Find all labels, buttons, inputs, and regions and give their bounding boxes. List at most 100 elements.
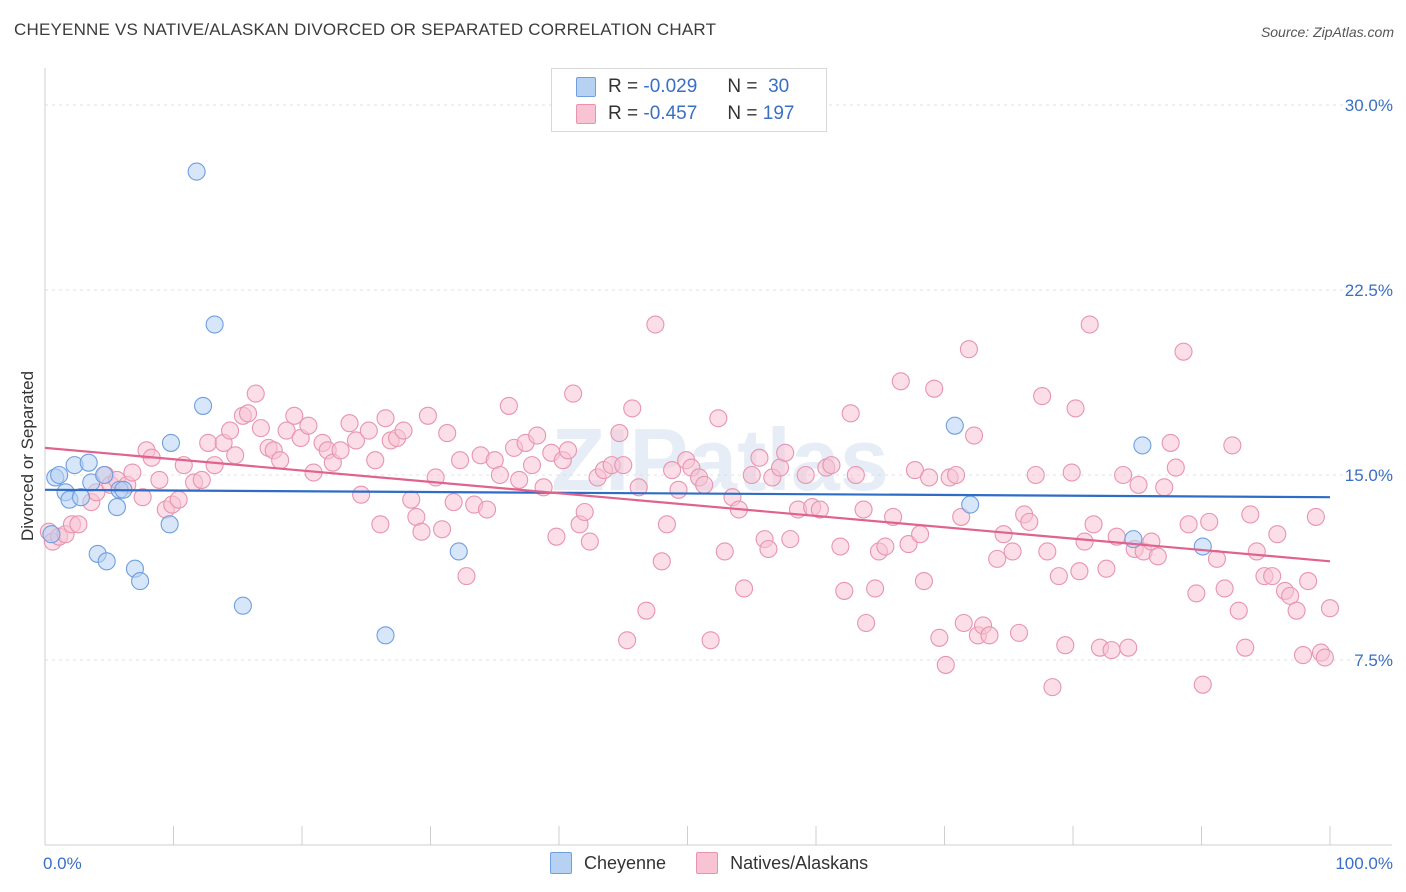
- native-alaskan-point: [623, 399, 642, 418]
- native-alaskan-point: [1223, 436, 1242, 455]
- native-alaskan-point: [150, 470, 169, 489]
- gridlines: [45, 104, 1392, 661]
- legend-n-value: 30: [768, 76, 790, 97]
- native-alaskan-point: [1102, 641, 1121, 660]
- native-alaskan-point: [1084, 515, 1103, 534]
- native-alaskan-point: [510, 470, 529, 489]
- legend-row-native: R = -0.457 N = 197: [576, 102, 794, 126]
- legend-r-value: -0.457: [643, 103, 698, 124]
- legend-row-cheyenne: R = -0.029 N = 30: [576, 75, 789, 99]
- native-alaskan-point: [876, 537, 895, 556]
- native-alaskan-point: [911, 525, 930, 544]
- cheyenne-point: [1133, 436, 1152, 455]
- native-alaskan-point: [451, 451, 470, 470]
- native-alaskan-point: [629, 478, 648, 497]
- native-alaskan-point: [980, 626, 999, 645]
- native-alaskan-point: [857, 613, 876, 633]
- y-tick-label: 15.0%: [1345, 466, 1393, 485]
- native-alaskan-point: [930, 628, 949, 647]
- legend-cheyenne-label: Cheyenne: [584, 852, 667, 873]
- native-alaskan-point: [238, 404, 258, 423]
- native-alaskan-point: [663, 461, 682, 480]
- native-alaskan-point: [402, 490, 421, 509]
- y-tick-label: 7.5%: [1354, 651, 1393, 670]
- cheyenne-swatch: [576, 77, 596, 97]
- native-alaskan-point: [614, 456, 633, 475]
- series-legend: Cheyenne Natives/Alaskans: [550, 852, 898, 874]
- native-alaskan-point: [564, 384, 583, 403]
- native-alaskan-point: [366, 451, 385, 470]
- cheyenne-point: [71, 488, 91, 507]
- native-swatch: [696, 852, 719, 874]
- native-alaskan-point: [1299, 572, 1318, 591]
- native-alaskan-point: [1215, 579, 1234, 598]
- native-alaskan-point: [558, 441, 578, 460]
- x-tick-label: 100.0%: [1335, 854, 1393, 873]
- native-alaskan-point: [1003, 542, 1022, 561]
- native-alaskan-point: [1075, 532, 1094, 551]
- native-alaskan-point: [781, 530, 800, 549]
- native-alaskan-point: [695, 475, 714, 494]
- y-tick-label: 22.5%: [1345, 281, 1393, 300]
- native-alaskan-point: [580, 532, 599, 551]
- cheyenne-point: [160, 515, 179, 534]
- native-alaskan-point: [205, 456, 224, 475]
- native-alaskan-point: [905, 461, 924, 480]
- native-alaskan-point: [925, 379, 944, 398]
- cheyenne-point: [42, 525, 61, 544]
- legend-native-label: Natives/Alaskans: [730, 852, 869, 873]
- legend-r-label: R =: [608, 103, 639, 124]
- cheyenne-point: [107, 498, 127, 517]
- native-alaskan-point: [1097, 559, 1116, 578]
- native-alaskan-point: [709, 409, 728, 428]
- native-alaskan-point: [1129, 475, 1148, 494]
- native-alaskan-point: [340, 414, 359, 433]
- native-alaskan-point: [1241, 505, 1260, 524]
- cheyenne-point: [97, 552, 116, 571]
- native-alaskan-point: [637, 601, 656, 620]
- native-alaskan-point: [199, 433, 218, 452]
- native-alaskan-point: [1263, 567, 1282, 586]
- native-alaskan-point: [652, 552, 671, 571]
- y-tick-label: 30.0%: [1345, 96, 1393, 115]
- cheyenne-point: [376, 626, 395, 645]
- native-alaskan-point: [959, 340, 978, 359]
- native-alaskan-point: [1236, 638, 1255, 657]
- axes: [44, 68, 1392, 846]
- native-alaskan-point: [841, 404, 860, 423]
- cheyenne-point: [50, 465, 69, 485]
- native-alaskan-point: [346, 431, 366, 450]
- native-alaskan-point: [742, 465, 761, 485]
- native-alaskan-point: [854, 500, 873, 519]
- cheyenne-point: [187, 162, 206, 181]
- native-alaskan-point: [646, 315, 665, 334]
- native-alaskan-point: [899, 535, 918, 554]
- native-alaskan-point: [490, 465, 509, 485]
- native-alaskan-point: [477, 500, 497, 519]
- native-alaskan-point: [1114, 465, 1133, 485]
- native-alaskan-point: [1229, 601, 1248, 620]
- native-alaskan-point: [715, 542, 734, 561]
- native-alaskan-point: [331, 441, 350, 460]
- legend-r-value: -0.029: [643, 76, 698, 97]
- native-alaskan-point: [669, 480, 688, 499]
- native-alaskan-point: [438, 424, 457, 443]
- native-alaskan-point: [412, 522, 431, 541]
- native-alaskan-point: [835, 581, 854, 600]
- native-alaskan-point: [965, 426, 984, 445]
- native-alaskan-point: [822, 456, 841, 475]
- native-alaskan-point: [846, 465, 865, 485]
- cheyenne-point: [194, 396, 213, 415]
- native-alaskan-point: [831, 537, 850, 556]
- cheyenne-point: [961, 495, 980, 514]
- native-alaskan-point: [376, 409, 395, 428]
- native-alaskan-point: [988, 549, 1007, 568]
- native-alaskan-point: [1268, 525, 1287, 544]
- native-alaskan-point: [954, 613, 973, 633]
- trend-lines: [44, 446, 1331, 563]
- stats-legend: R = -0.029 N = 30 R = -0.457 N = 197: [551, 68, 827, 132]
- native-alaskan-point: [1187, 584, 1206, 603]
- native-alaskan-point: [776, 443, 795, 462]
- legend-n-label: N =: [727, 76, 758, 97]
